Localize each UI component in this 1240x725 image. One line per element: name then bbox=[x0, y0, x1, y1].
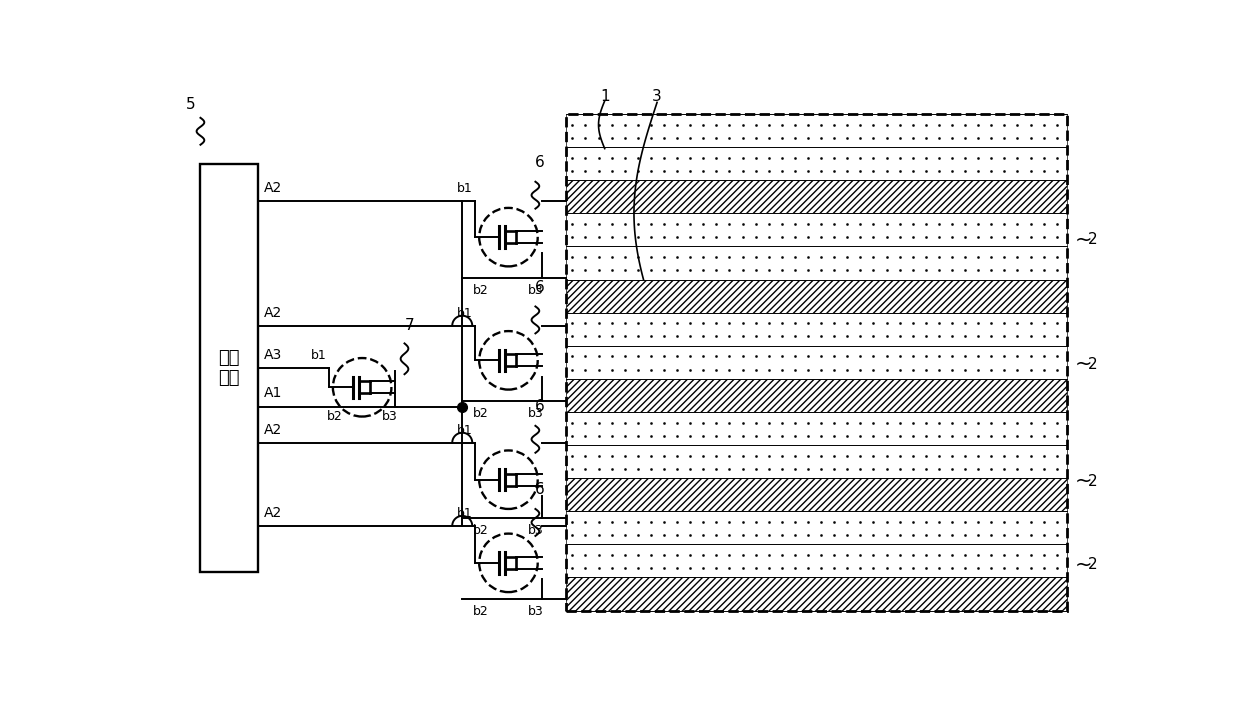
Text: 6: 6 bbox=[536, 399, 544, 414]
Text: 2: 2 bbox=[1087, 357, 1097, 372]
Bar bbox=[567, 412, 1066, 445]
Bar bbox=[567, 312, 1066, 346]
Text: b1: b1 bbox=[458, 507, 472, 520]
Bar bbox=[567, 114, 1066, 610]
Text: ~: ~ bbox=[1074, 229, 1092, 249]
Bar bbox=[567, 511, 1066, 544]
Text: 3: 3 bbox=[652, 89, 662, 104]
Text: b1: b1 bbox=[458, 307, 472, 320]
Bar bbox=[567, 114, 1066, 147]
Bar bbox=[567, 213, 1066, 246]
Bar bbox=[567, 379, 1066, 412]
Text: A2: A2 bbox=[264, 181, 283, 195]
Text: b2: b2 bbox=[326, 410, 342, 423]
Bar bbox=[567, 445, 1066, 478]
Text: ~: ~ bbox=[1074, 555, 1092, 574]
Bar bbox=[567, 280, 1066, 312]
Bar bbox=[567, 346, 1066, 379]
Text: b3: b3 bbox=[528, 605, 544, 618]
Text: 6: 6 bbox=[536, 155, 544, 170]
Text: 7: 7 bbox=[404, 318, 414, 334]
Text: b2: b2 bbox=[472, 605, 489, 618]
Bar bbox=[567, 181, 1066, 213]
Text: 2: 2 bbox=[1087, 473, 1097, 489]
Bar bbox=[201, 164, 258, 572]
Text: b3: b3 bbox=[382, 410, 398, 423]
Text: 2: 2 bbox=[1087, 557, 1097, 572]
Text: ~: ~ bbox=[1074, 355, 1092, 374]
Text: 1: 1 bbox=[600, 89, 610, 104]
Bar bbox=[567, 478, 1066, 511]
Text: 5: 5 bbox=[186, 96, 195, 112]
Text: 2: 2 bbox=[1087, 232, 1097, 247]
Text: 控制
模块: 控制 模块 bbox=[218, 349, 241, 387]
Bar bbox=[567, 544, 1066, 578]
Text: b1: b1 bbox=[458, 423, 472, 436]
Text: b2: b2 bbox=[472, 284, 489, 297]
Bar bbox=[567, 578, 1066, 610]
Text: b3: b3 bbox=[528, 284, 544, 297]
Text: b1: b1 bbox=[311, 349, 326, 362]
Text: 6: 6 bbox=[536, 482, 544, 497]
Text: 6: 6 bbox=[536, 280, 544, 295]
Text: ~: ~ bbox=[1074, 471, 1092, 492]
Text: A2: A2 bbox=[264, 423, 283, 436]
Text: b2: b2 bbox=[472, 524, 489, 537]
Text: b2: b2 bbox=[472, 407, 489, 420]
Bar bbox=[567, 247, 1066, 280]
Text: A2: A2 bbox=[264, 506, 283, 520]
Text: b3: b3 bbox=[528, 407, 544, 420]
Text: A1: A1 bbox=[264, 386, 283, 400]
Text: A3: A3 bbox=[264, 348, 283, 362]
Text: b1: b1 bbox=[458, 182, 472, 195]
Text: A2: A2 bbox=[264, 305, 283, 320]
Bar bbox=[567, 147, 1066, 181]
Text: b3: b3 bbox=[528, 524, 544, 537]
